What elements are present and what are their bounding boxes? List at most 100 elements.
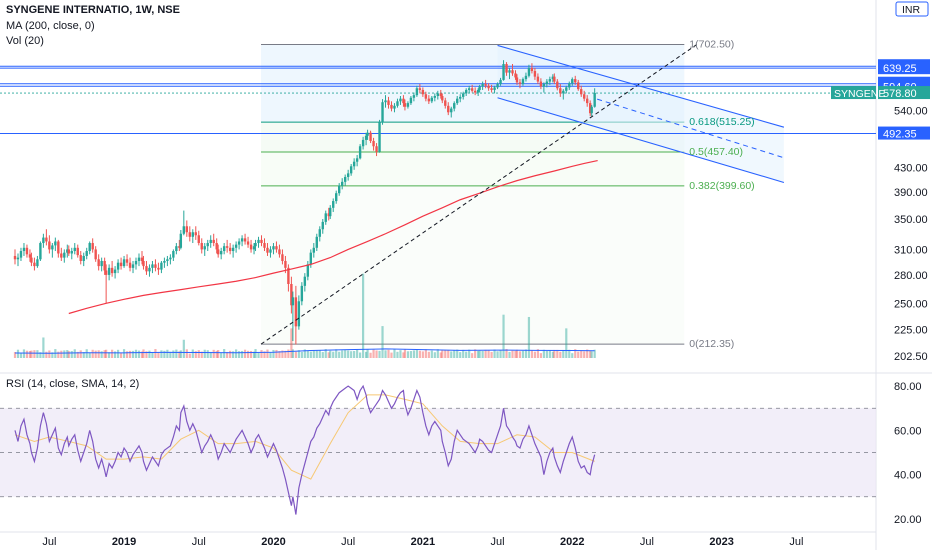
candle-body [518, 82, 522, 85]
candle-body [588, 103, 592, 114]
volume-bar [471, 353, 474, 358]
volume-bar [297, 350, 300, 358]
candle-body [28, 254, 32, 258]
candle-body [228, 247, 232, 252]
fib-level-label: 0(212.35) [689, 338, 734, 350]
candle-body [39, 243, 42, 260]
candle-body [104, 270, 108, 275]
candle-body [315, 236, 318, 248]
candle-body [515, 77, 519, 83]
candle-body [63, 252, 66, 258]
candle-body [249, 244, 253, 250]
candle-body [583, 94, 586, 99]
volume-bar [73, 349, 76, 358]
candle-body [73, 247, 76, 252]
volume-bar [450, 351, 453, 358]
candle-body [100, 260, 103, 267]
volume-bar [94, 350, 97, 358]
volume-bar [444, 350, 447, 358]
candle-body [337, 185, 341, 194]
candle-body [263, 243, 266, 248]
candle-body [593, 92, 596, 107]
volume-bar [508, 351, 511, 358]
candle-body [91, 243, 94, 250]
candle-body [406, 103, 410, 107]
volume-bar [478, 350, 481, 358]
volume-bar [300, 351, 303, 358]
candle-body [303, 276, 307, 286]
candle-body [508, 70, 511, 73]
candle-body [54, 241, 57, 246]
volume-bar [403, 349, 407, 358]
candle-body [473, 90, 477, 93]
candle-body [272, 246, 275, 250]
candle-body [148, 267, 151, 272]
candle-body [119, 262, 123, 267]
candle-body [113, 269, 117, 274]
volume-bar [235, 349, 238, 358]
candle-body [511, 70, 514, 74]
volume-bar [441, 350, 444, 358]
candle-body [16, 257, 20, 260]
candle-body [110, 267, 114, 274]
rsi-tick-label: 80.00 [894, 381, 922, 393]
volume-bar [324, 349, 327, 358]
rsi-legend[interactable]: RSI (14, close, SMA, 14, 2) [6, 378, 140, 390]
candle-body [332, 201, 335, 208]
volume-bar [481, 350, 484, 358]
volume-bar [229, 350, 232, 358]
volume-legend[interactable]: Vol (20) [6, 35, 44, 47]
candle-body [327, 213, 330, 217]
candle-body [524, 75, 528, 80]
volume-bar [67, 351, 70, 358]
candle-body [421, 89, 425, 95]
volume-bar [97, 350, 100, 358]
candle-body [175, 246, 178, 252]
volume-bar [556, 349, 559, 358]
volume-bar [140, 351, 144, 358]
volume-bar [490, 351, 493, 358]
currency-text: INR [902, 4, 921, 16]
candle-body [556, 81, 559, 89]
volume-bar [433, 352, 436, 358]
candle-body [470, 88, 474, 91]
volume-bar [63, 350, 66, 358]
fib-level-label: 1(702.50) [689, 39, 734, 51]
volume-bar [366, 349, 369, 358]
candle-body [252, 246, 256, 250]
volume-bar [514, 350, 517, 358]
volume-bar [223, 349, 226, 358]
volume-bar [384, 350, 387, 358]
candle-body [539, 81, 543, 87]
candle-body [291, 297, 295, 306]
volume-bar [240, 350, 244, 358]
volume-bar [381, 326, 384, 358]
candle-body [191, 232, 194, 237]
volume-bar [254, 349, 257, 358]
price-tick-label: 250.00 [894, 298, 928, 310]
volume-bar [583, 351, 586, 358]
candle-body [166, 259, 169, 261]
candle-body [134, 260, 138, 265]
candle-body [22, 247, 26, 252]
candle-body [36, 259, 39, 267]
volume-bar [402, 352, 405, 358]
volume-bar [217, 350, 220, 358]
volume-bar [45, 351, 48, 358]
symbol-legend[interactable]: SYNGENE INTERNATIO, 1W, NSE [6, 4, 180, 16]
ma-legend[interactable]: MA (200, close, 0) [6, 20, 95, 32]
volume-bar [505, 349, 508, 358]
currency-badge [895, 1, 929, 17]
candle-body [456, 98, 459, 104]
symbol-tag-text: SYNGENE [834, 88, 885, 100]
volume-bar [484, 349, 487, 358]
candle-body [418, 88, 422, 90]
candle-body [287, 267, 290, 285]
candle-body [260, 239, 263, 244]
candle-body [321, 221, 324, 230]
candle-body [436, 93, 440, 97]
candle-body [424, 94, 428, 99]
candle-body [25, 247, 29, 255]
volume-bar [82, 352, 85, 358]
